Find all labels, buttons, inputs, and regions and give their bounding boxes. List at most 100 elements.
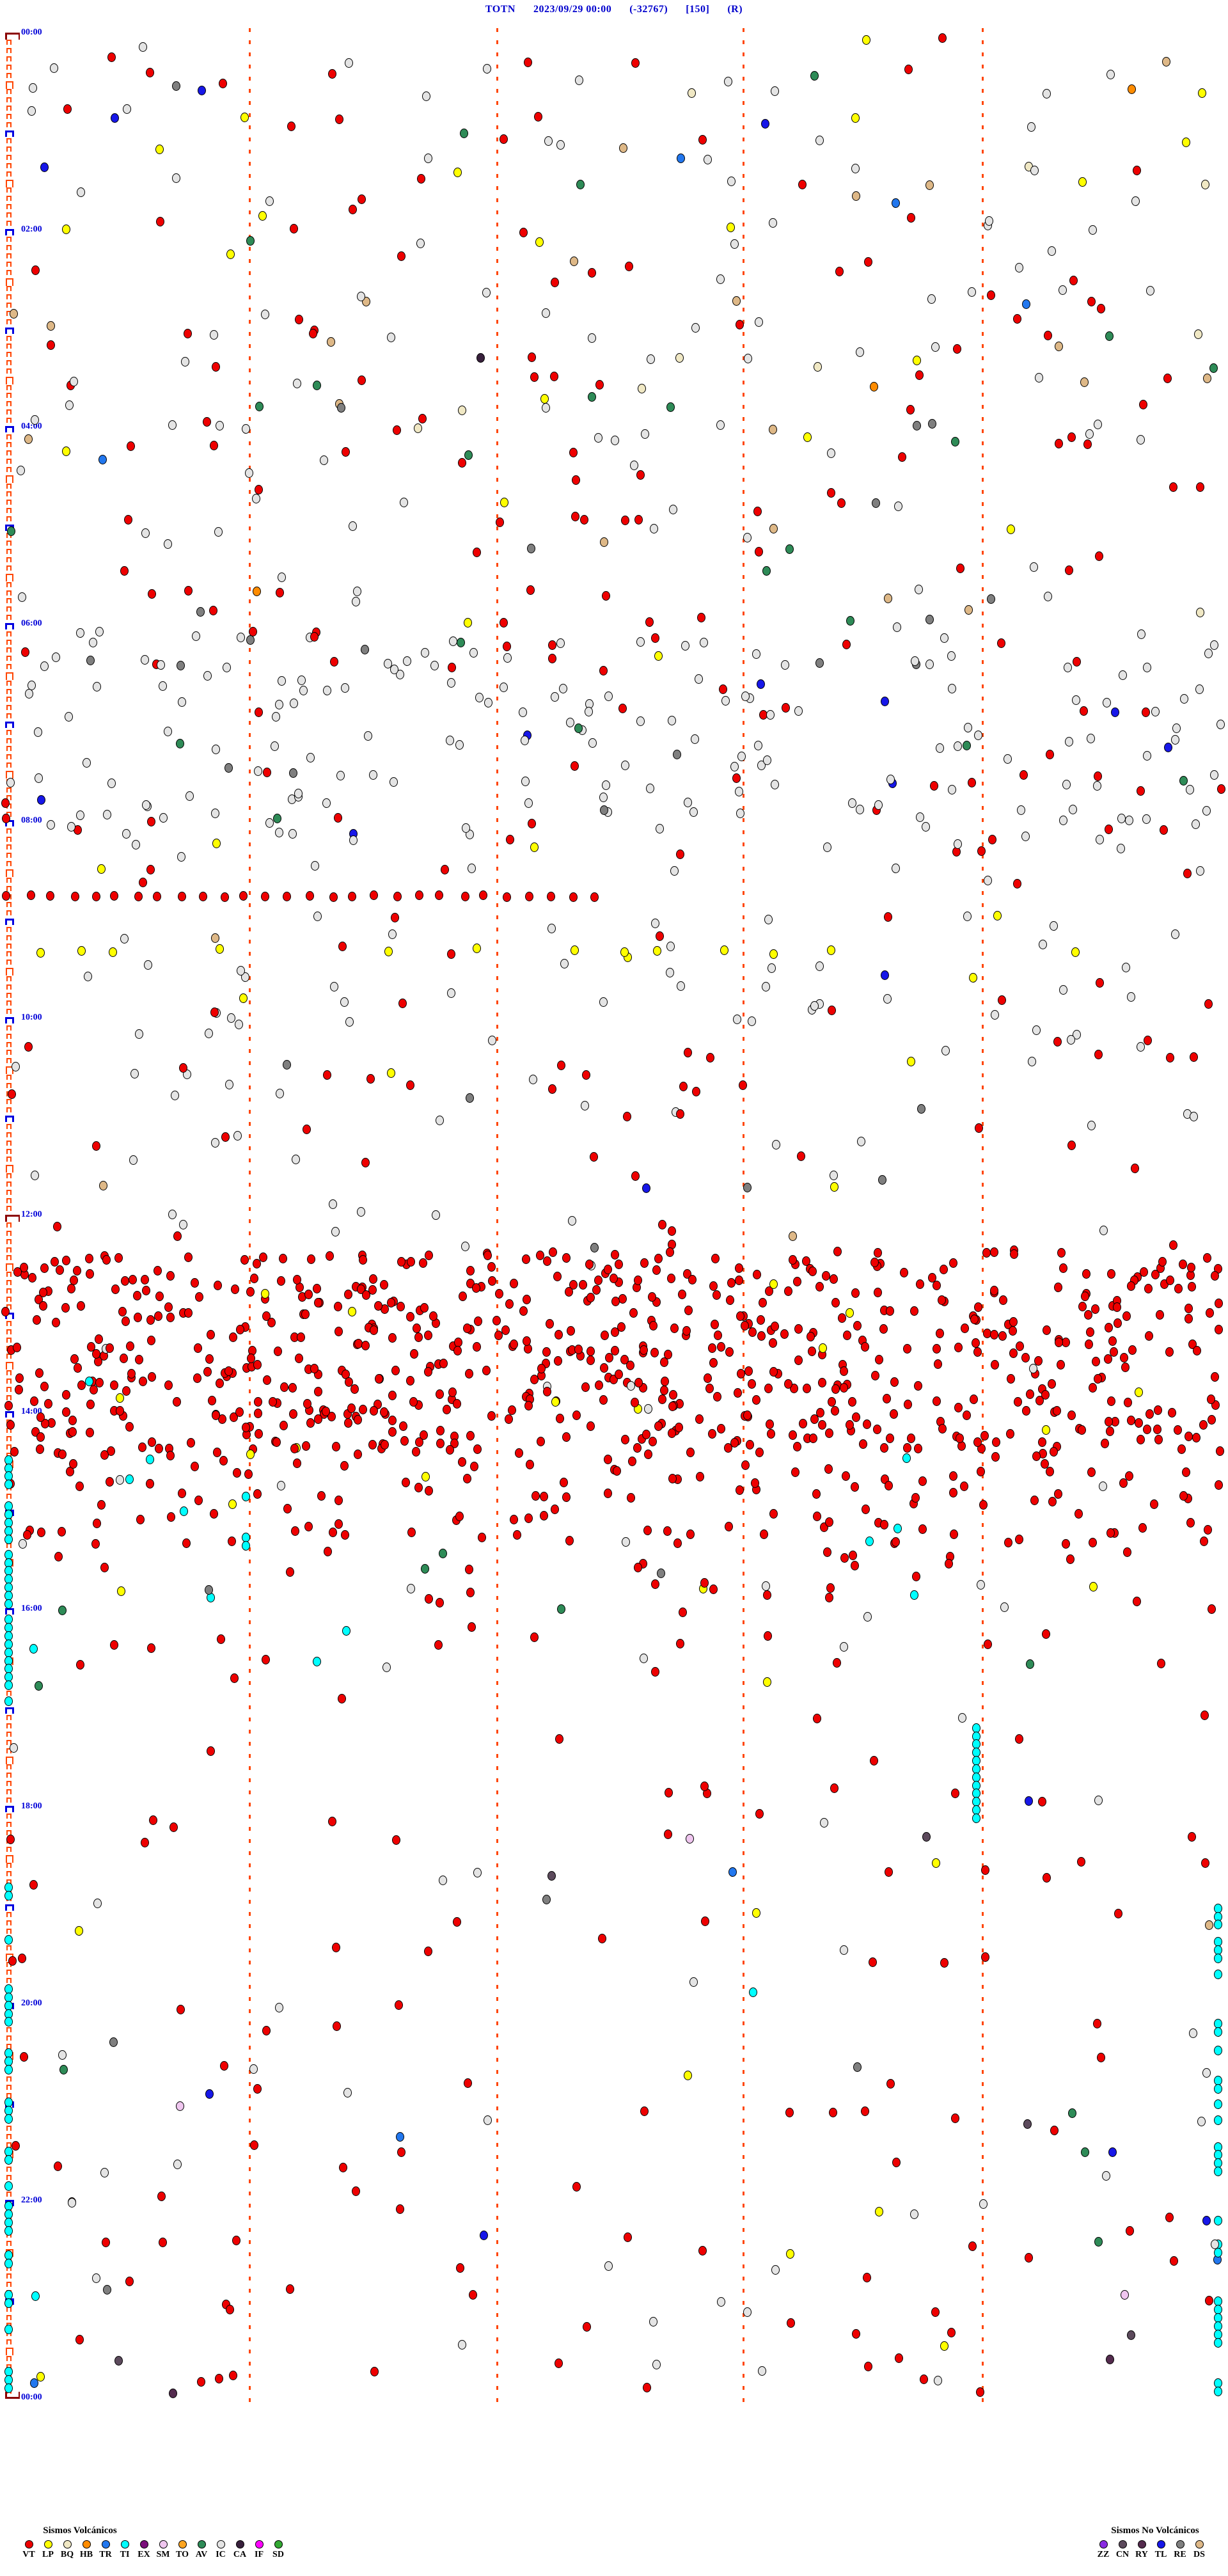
event-dot-ic[interactable]	[1014, 262, 1023, 273]
event-dot-vt[interactable]	[67, 1284, 76, 1294]
event-dot-vt[interactable]	[1064, 565, 1073, 576]
event-dot-vt[interactable]	[764, 1384, 773, 1394]
event-dot-vt[interactable]	[332, 2021, 341, 2031]
event-dot-vt[interactable]	[839, 1383, 848, 1393]
event-dot-vt[interactable]	[970, 1314, 979, 1324]
event-dot-ic[interactable]	[587, 333, 596, 344]
event-dot-ic[interactable]	[815, 135, 824, 145]
event-dot-ic[interactable]	[1086, 733, 1095, 743]
event-dot-vt[interactable]	[219, 79, 228, 89]
event-dot-vt[interactable]	[1114, 1909, 1122, 1919]
event-dot-vt[interactable]	[148, 1372, 157, 1382]
event-dot-ic[interactable]	[214, 527, 223, 537]
event-dot-vt[interactable]	[136, 1515, 145, 1525]
event-dot-vt[interactable]	[263, 768, 272, 778]
event-dot-tl[interactable]	[1108, 2147, 1117, 2158]
event-dot-vt[interactable]	[187, 1438, 196, 1448]
event-dot-vt[interactable]	[903, 1343, 912, 1354]
event-dot-vt[interactable]	[40, 1263, 49, 1274]
event-dot-vt[interactable]	[105, 1476, 114, 1487]
event-dot-ic[interactable]	[403, 656, 412, 667]
event-dot-vt[interactable]	[406, 1256, 415, 1267]
event-dot-vt[interactable]	[418, 1258, 427, 1268]
event-dot-vt[interactable]	[600, 1331, 609, 1341]
event-dot-vt[interactable]	[262, 2025, 271, 2035]
event-dot-ti[interactable]	[4, 2225, 13, 2236]
event-dot-ic[interactable]	[1094, 1795, 1103, 1805]
event-dot-vt[interactable]	[833, 1246, 842, 1256]
event-dot-vt[interactable]	[890, 1377, 899, 1387]
event-dot-vt[interactable]	[406, 1375, 415, 1386]
event-dot-vt[interactable]	[1207, 1395, 1216, 1405]
event-dot-ic[interactable]	[299, 685, 308, 695]
event-dot-ic[interactable]	[940, 633, 949, 643]
event-dot-vt[interactable]	[91, 1141, 100, 1151]
event-dot-vt[interactable]	[676, 849, 685, 859]
event-dot-ic[interactable]	[1063, 663, 1072, 673]
event-dot-ic[interactable]	[700, 637, 709, 647]
event-dot-vt[interactable]	[894, 2353, 903, 2363]
event-dot-ds[interactable]	[769, 523, 778, 533]
event-dot-vt[interactable]	[525, 1459, 534, 1469]
event-dot-vt[interactable]	[692, 1086, 701, 1096]
event-dot-lp[interactable]	[239, 993, 248, 1003]
event-dot-vt[interactable]	[594, 1276, 603, 1286]
event-dot-ti[interactable]	[1213, 2216, 1222, 2226]
event-dot-ti[interactable]	[342, 1626, 351, 1636]
event-dot-tl[interactable]	[205, 2089, 214, 2099]
event-dot-ic[interactable]	[157, 660, 166, 670]
event-dot-re[interactable]	[288, 768, 297, 778]
event-dot-ic[interactable]	[1146, 285, 1155, 296]
event-dot-vt[interactable]	[603, 1489, 612, 1499]
event-dot-ic[interactable]	[667, 715, 676, 725]
event-dot-vt[interactable]	[304, 1521, 313, 1531]
event-dot-vt[interactable]	[524, 1513, 533, 1524]
event-dot-ic[interactable]	[349, 521, 358, 532]
event-dot-vt[interactable]	[166, 1451, 175, 1461]
event-dot-ic[interactable]	[142, 800, 151, 810]
event-dot-lp[interactable]	[500, 498, 509, 508]
event-dot-vt[interactable]	[1041, 1458, 1050, 1469]
event-dot-av[interactable]	[666, 402, 675, 413]
event-dot-ic[interactable]	[92, 2273, 101, 2283]
event-dot-vt[interactable]	[502, 642, 511, 652]
event-dot-vt[interactable]	[1174, 1283, 1183, 1293]
event-dot-vt[interactable]	[831, 1384, 840, 1395]
event-dot-vt[interactable]	[1204, 999, 1213, 1009]
event-dot-ic[interactable]	[164, 539, 173, 549]
event-dot-ic[interactable]	[10, 1743, 19, 1753]
event-dot-vt[interactable]	[996, 638, 1005, 648]
event-dot-ic[interactable]	[641, 429, 650, 439]
event-dot-vt[interactable]	[746, 1439, 755, 1450]
event-dot-vt[interactable]	[11, 2140, 20, 2151]
event-dot-ic[interactable]	[984, 216, 993, 226]
event-dot-vt[interactable]	[604, 1353, 613, 1363]
event-dot-vt[interactable]	[697, 612, 706, 622]
event-dot-vt[interactable]	[663, 1526, 672, 1537]
event-dot-vt[interactable]	[262, 1375, 271, 1386]
event-dot-vt[interactable]	[261, 1654, 270, 1664]
event-dot-vt[interactable]	[1024, 2253, 1033, 2263]
event-dot-vt[interactable]	[402, 1477, 411, 1487]
event-dot-vt[interactable]	[542, 1347, 551, 1357]
event-dot-vt[interactable]	[26, 890, 35, 901]
event-dot-vt[interactable]	[1214, 1299, 1223, 1309]
event-dot-vt[interactable]	[560, 1477, 569, 1487]
event-dot-vt[interactable]	[743, 1410, 752, 1421]
event-dot-vt[interactable]	[704, 1373, 712, 1383]
event-dot-vt[interactable]	[288, 1382, 297, 1393]
event-dot-lp[interactable]	[240, 112, 249, 122]
event-dot-sm[interactable]	[176, 2101, 185, 2112]
event-dot-vt[interactable]	[519, 1306, 528, 1316]
event-dot-vt[interactable]	[863, 257, 872, 267]
event-dot-vt[interactable]	[537, 1364, 546, 1374]
event-dot-av[interactable]	[421, 1564, 430, 1574]
event-dot-lp[interactable]	[453, 168, 462, 178]
event-dot-vt[interactable]	[332, 1943, 341, 1953]
event-dot-vt[interactable]	[339, 2163, 348, 2173]
event-dot-vt[interactable]	[381, 1440, 390, 1450]
event-dot-ry[interactable]	[168, 2388, 177, 2398]
event-dot-vt[interactable]	[1030, 1496, 1039, 1506]
event-dot-vt[interactable]	[916, 1279, 925, 1290]
event-dot-vt[interactable]	[906, 404, 915, 415]
